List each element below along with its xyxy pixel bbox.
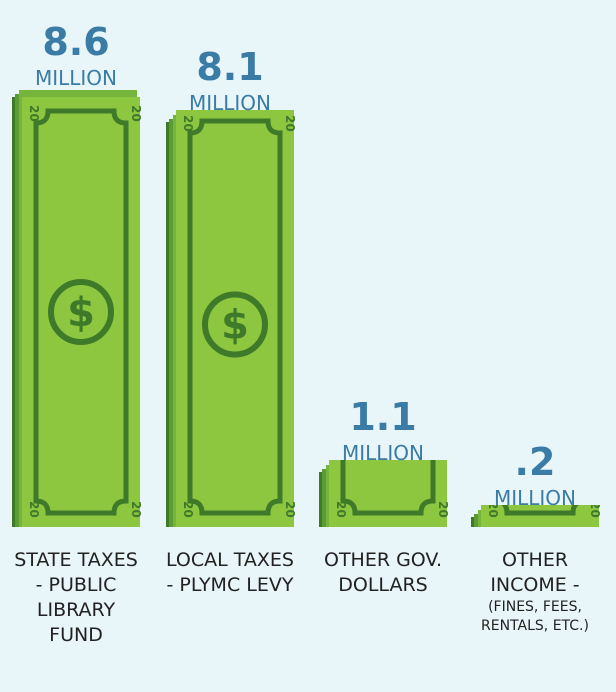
unit-label: MILLION (189, 91, 271, 115)
seal (48, 279, 114, 345)
denomination: 20 (334, 501, 348, 518)
money-stack: $20 20 20 20 (12, 90, 143, 527)
denomination: 20 (588, 115, 602, 132)
denomination: 20 (129, 105, 143, 122)
denomination: 20 (27, 105, 41, 122)
denomination: 20 (334, 115, 348, 132)
bill-border (340, 460, 436, 516)
bill-border (187, 118, 283, 516)
denomination: 20 (129, 501, 143, 518)
category-note: (FINES, FEES, RENTALS, ETC.) (481, 599, 589, 634)
category-label: STATE TAXES - PUBLIC LIBRARY FUND (14, 549, 138, 646)
denomination: 20 (27, 501, 41, 518)
denomination: 20 (486, 115, 500, 132)
seal (202, 291, 268, 358)
value-label: .2 (515, 440, 556, 484)
value-label: 1.1 (349, 395, 416, 439)
denomination: 20 (436, 115, 450, 132)
currency-symbol: $ (67, 290, 95, 336)
bill (22, 97, 140, 527)
category-label: OTHER GOV. DOLLARS (323, 549, 443, 596)
bill-border (501, 505, 579, 516)
denomination: 20 (181, 115, 195, 132)
category-label: OTHER INCOME - (FINES, FEES, RENTALS, ETC… (470, 548, 600, 636)
value-label: 8.1 (196, 45, 263, 89)
currency-symbol: $ (221, 303, 249, 349)
denomination: 20 (283, 115, 297, 132)
unit-label: MILLION (494, 486, 576, 510)
bill (176, 110, 294, 527)
money-stack: $20 20 20 20 (166, 110, 297, 527)
category-label: LOCAL TAXES - PLYMC LEVY (166, 549, 294, 596)
bill-group: $20 20 20 20 (166, 110, 297, 527)
value-label: 8.6 (42, 20, 109, 64)
denomination: 20 (486, 501, 500, 518)
unit-label: MILLION (342, 441, 424, 465)
denomination: 20 (436, 501, 450, 518)
bill (329, 460, 447, 527)
denomination: 20 (283, 501, 297, 518)
bill-border (33, 108, 129, 516)
bill-group: $20 20 20 20 (12, 90, 143, 527)
denomination: 20 (588, 501, 602, 518)
unit-label: MILLION (35, 66, 117, 90)
denomination: 20 (181, 501, 195, 518)
